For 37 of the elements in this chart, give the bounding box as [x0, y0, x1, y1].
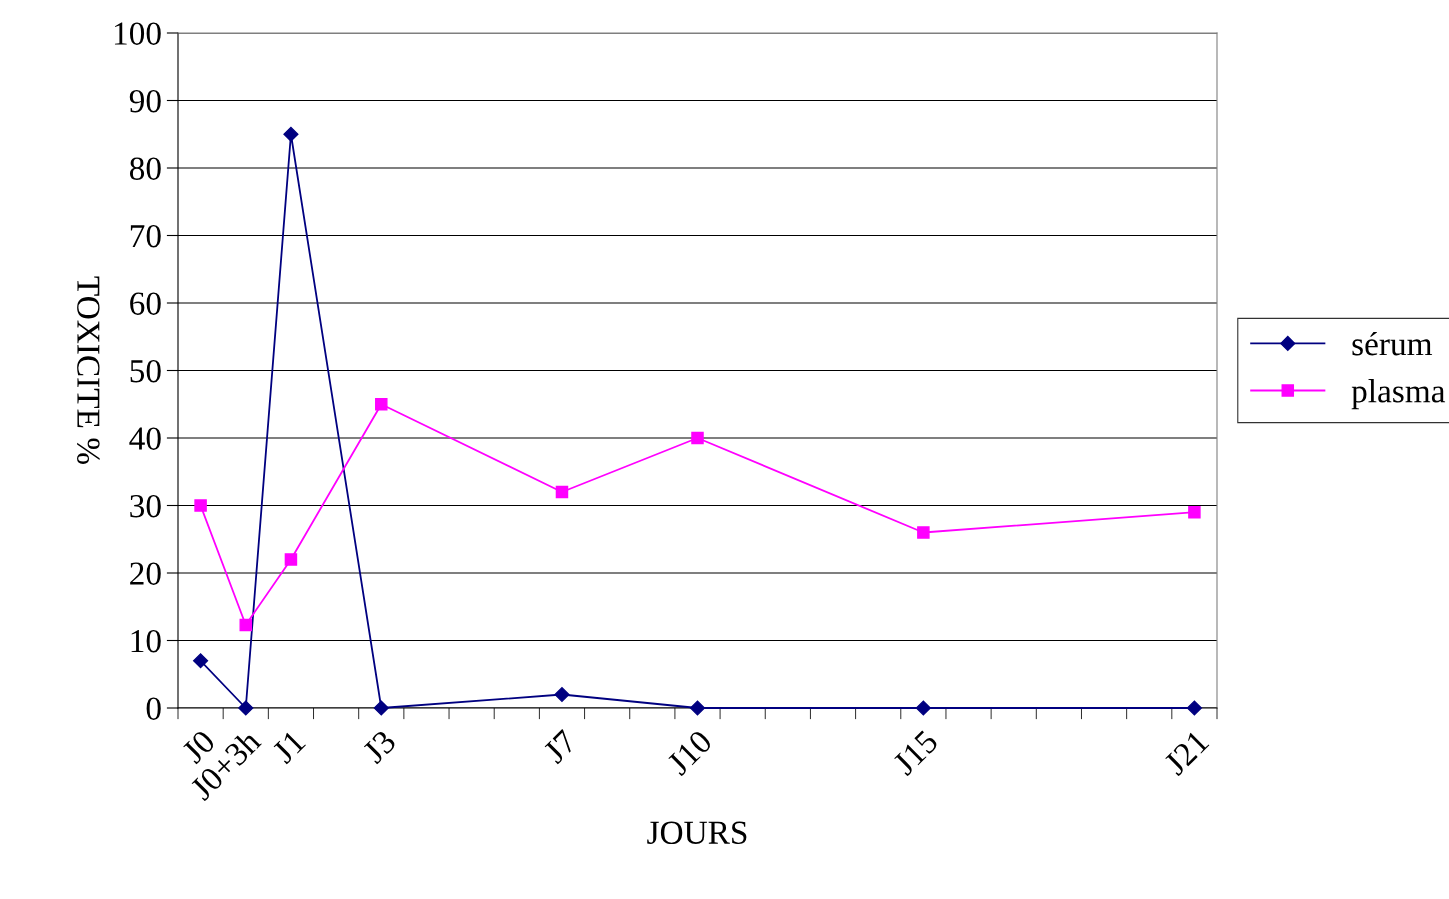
point: [689, 700, 706, 716]
y-tick-label: 0: [146, 697, 161, 720]
point: [915, 700, 931, 716]
point: [1188, 505, 1201, 519]
y-tick-label: 20: [130, 562, 161, 585]
x-tick-label: J3: [361, 729, 397, 765]
point: [283, 126, 299, 142]
point: [238, 700, 254, 716]
y-tick-label: 80: [129, 157, 161, 180]
point: [1186, 700, 1202, 716]
x-tick-label: J1: [271, 729, 307, 765]
point: [194, 499, 207, 512]
x-tick-label: J7: [542, 729, 578, 765]
point: [193, 653, 209, 669]
legend-label: plasma: [1351, 379, 1446, 410]
x-tick-label: J15: [891, 729, 940, 777]
y-tick-label: 10: [131, 629, 161, 653]
y-tick-label: 90: [129, 89, 161, 113]
y-tick-label: 60: [130, 292, 161, 315]
x-axis-title: JOURS: [647, 821, 747, 844]
y-tick-label: 30: [130, 494, 161, 518]
y-tick-label: 50: [130, 359, 161, 383]
point: [554, 686, 570, 703]
y-axis-title: TOXICITE %: [77, 276, 100, 464]
y-tick-label: 100: [114, 22, 161, 45]
point: [373, 700, 389, 716]
point: [555, 485, 569, 499]
point: [917, 526, 930, 539]
legend-label: sérum: [1352, 331, 1433, 356]
y-tick-label: 40: [129, 427, 161, 450]
point: [284, 553, 298, 566]
point: [375, 397, 388, 411]
x-tick-label: J21: [1162, 729, 1210, 777]
y-tick-label: 70: [130, 224, 161, 248]
x-tick-label: J10: [665, 729, 714, 777]
point: [691, 431, 704, 445]
point: [239, 618, 253, 632]
